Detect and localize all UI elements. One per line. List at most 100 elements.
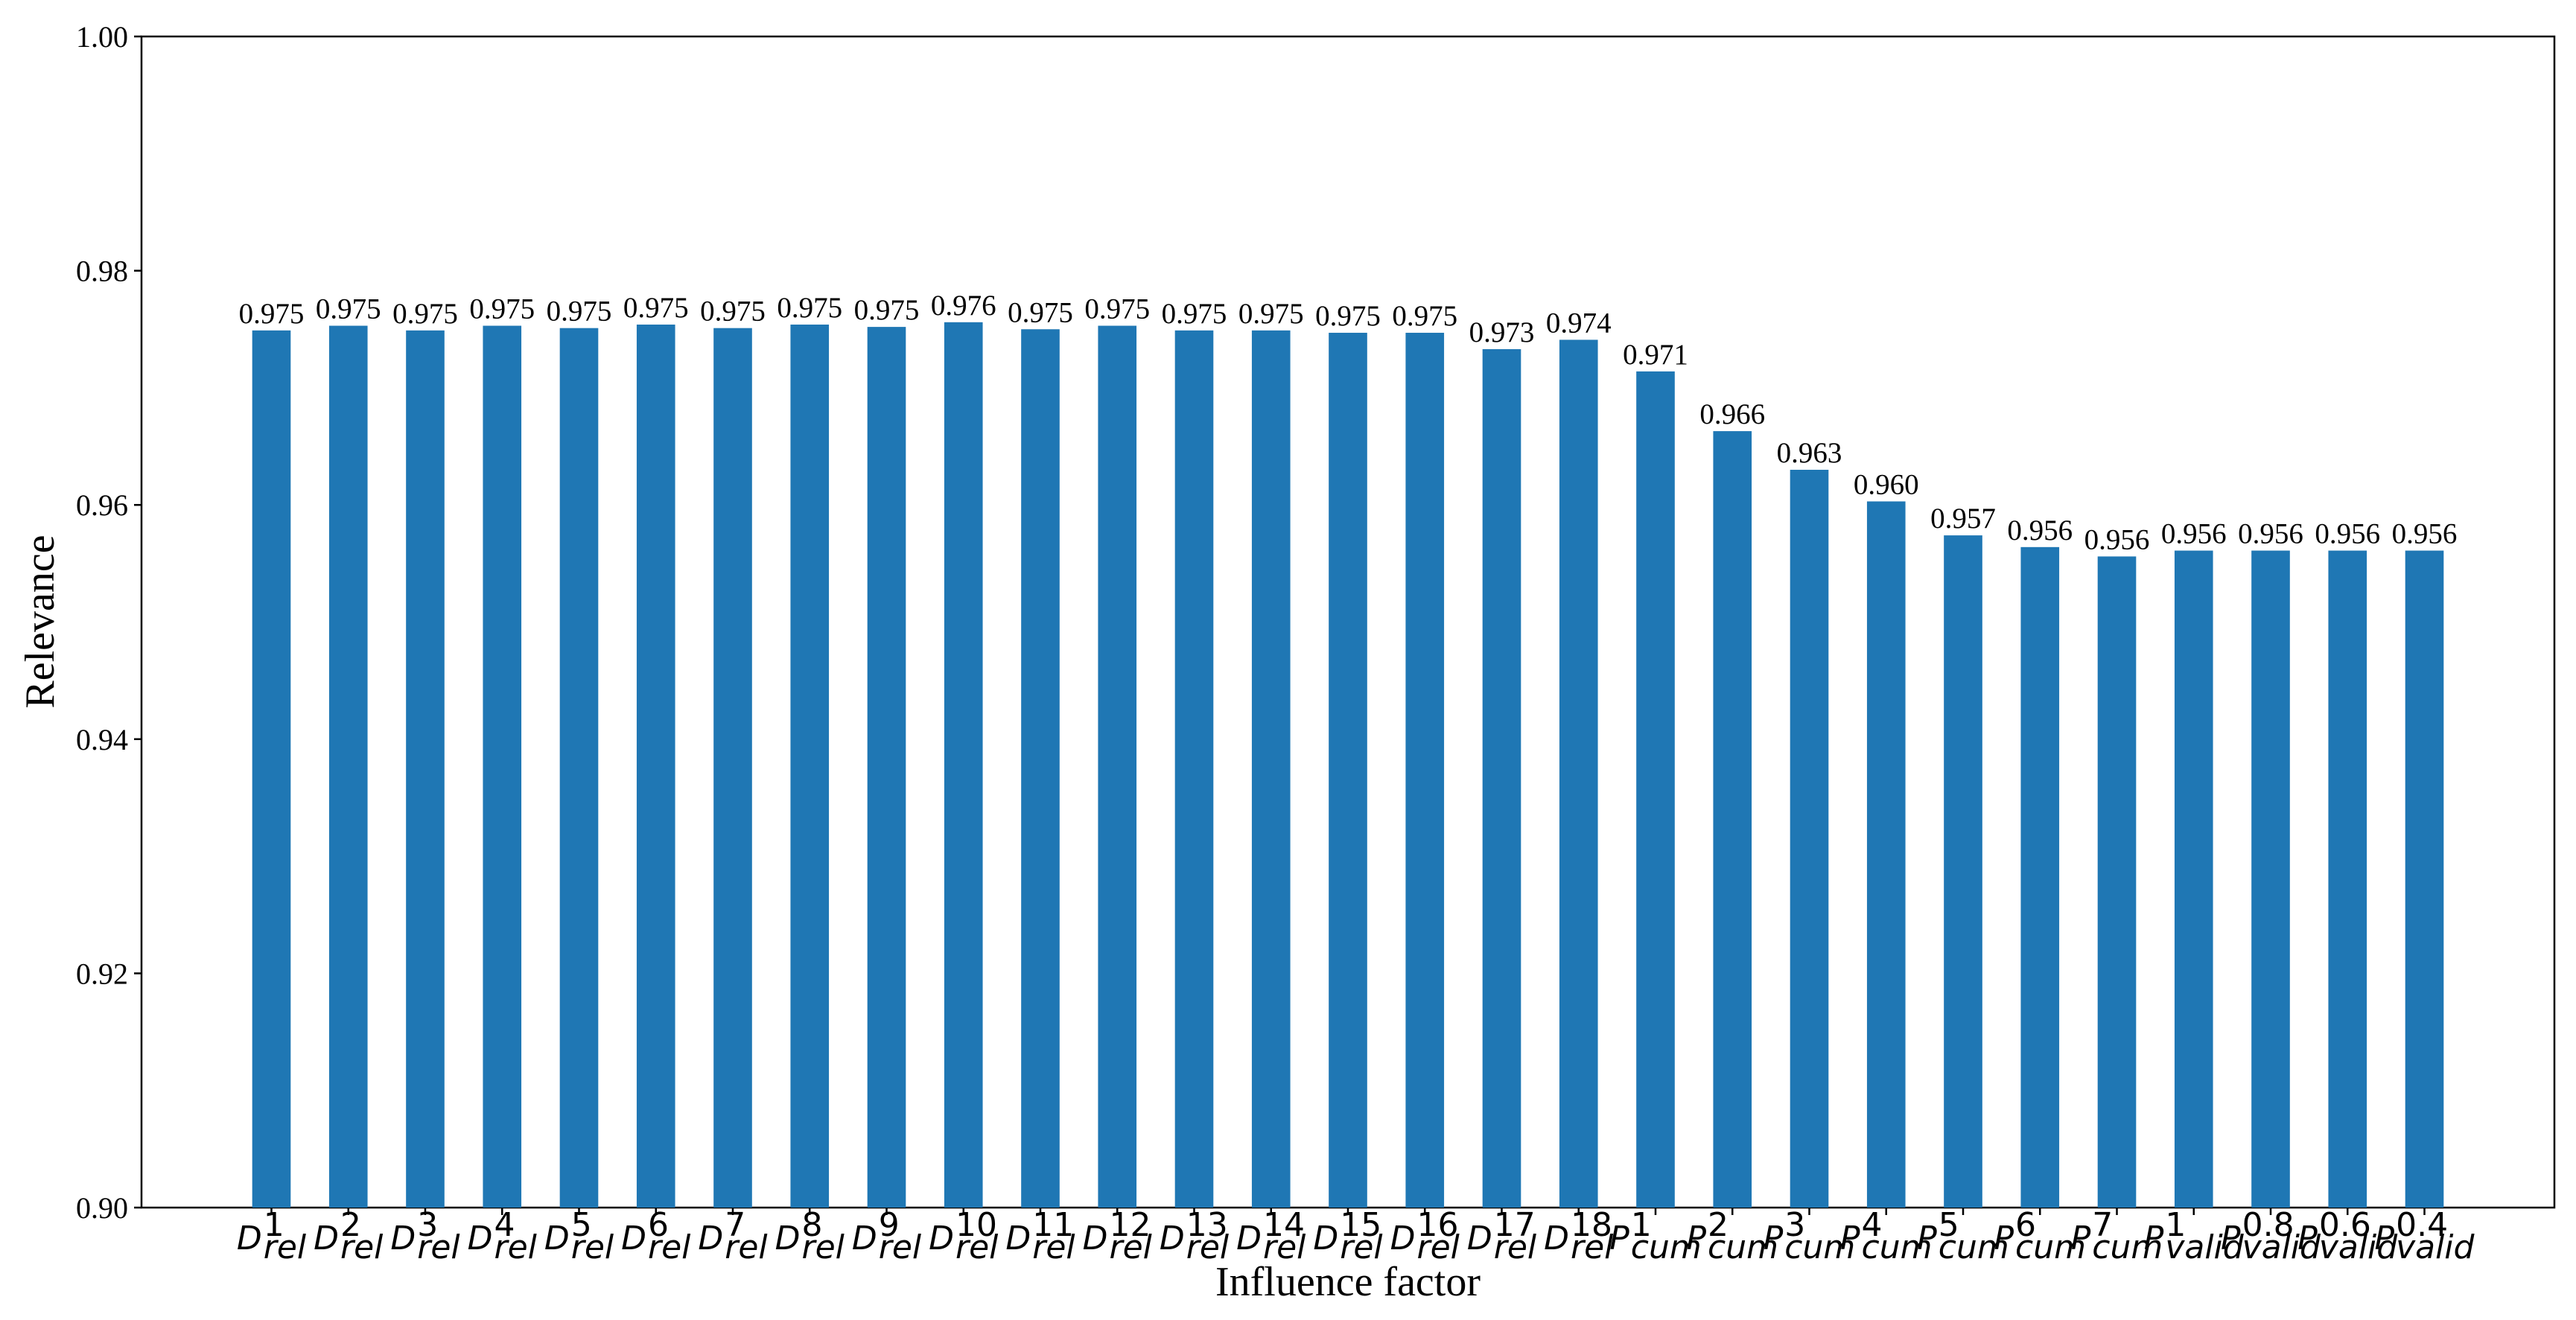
- category-sup: 7: [2092, 1206, 2113, 1244]
- x-tick-label-text: D: [1544, 1219, 1569, 1257]
- bar: [1482, 348, 1521, 1208]
- category-base: D: [544, 1219, 570, 1257]
- category-sub: valid: [2319, 1228, 2398, 1266]
- category-base: D: [237, 1219, 262, 1257]
- category-sup: 1: [264, 1206, 284, 1244]
- category-sup: 6: [2015, 1206, 2036, 1244]
- x-tick-label-text: D: [1083, 1219, 1108, 1257]
- category-sub: rel: [1032, 1228, 1075, 1266]
- x-tick-label-text: D: [775, 1219, 801, 1257]
- x-tick-label-text: P: [1764, 1219, 1784, 1257]
- category-base: P: [1609, 1219, 1629, 1257]
- value-label: 0.956: [2007, 514, 2073, 546]
- category-sup: 0.8: [2242, 1206, 2294, 1244]
- value-label: 0.975: [1084, 293, 1150, 325]
- category-base: P: [2071, 1219, 2091, 1257]
- value-label: 0.975: [1238, 298, 1304, 330]
- x-tick-label-text: P: [1609, 1219, 1629, 1257]
- bar: [1251, 330, 1291, 1208]
- x-tick-label-text: D: [1236, 1219, 1262, 1257]
- category-sub: rel: [1340, 1228, 1383, 1266]
- category-sup: 3: [1784, 1206, 1805, 1244]
- x-tick-label-text: D: [544, 1219, 570, 1257]
- x-tick-label-text: D: [468, 1219, 493, 1257]
- category-sup: 6: [648, 1206, 669, 1244]
- category-sub: cum: [1939, 1228, 2009, 1266]
- category-base: D: [1236, 1219, 1262, 1257]
- bar: [636, 324, 675, 1208]
- x-tick-label-text: P: [1840, 1219, 1860, 1257]
- value-label: 0.976: [931, 290, 996, 322]
- x-tick-label-text: D: [390, 1219, 416, 1257]
- category-sub: rel: [955, 1228, 999, 1266]
- category-sub: rel: [571, 1228, 614, 1266]
- y-tick-label: 0.96: [76, 488, 128, 522]
- value-label: 0.971: [1623, 339, 1688, 371]
- y-tick-label: 0.92: [76, 957, 128, 990]
- category-sub: rel: [1186, 1228, 1230, 1266]
- category-base: D: [314, 1219, 339, 1257]
- value-label: 0.975: [1392, 300, 1457, 332]
- category-sub: valid: [2242, 1228, 2321, 1266]
- bar: [2328, 550, 2367, 1208]
- value-label: 0.956: [2084, 523, 2150, 555]
- category-sub: rel: [494, 1228, 537, 1266]
- category-sub: rel: [801, 1228, 845, 1266]
- x-tick-label-text: D: [698, 1219, 723, 1257]
- x-tick-label-text: D: [929, 1219, 954, 1257]
- x-tick-label-text: P: [2144, 1219, 2164, 1257]
- value-label: 0.973: [1469, 316, 1535, 348]
- category-base: P: [2221, 1219, 2241, 1257]
- category-base: D: [1544, 1219, 1569, 1257]
- x-tick-label-text: D: [1390, 1219, 1416, 1257]
- bar: [867, 327, 906, 1208]
- category-sub: rel: [1494, 1228, 1537, 1266]
- value-label: 0.974: [1546, 307, 1612, 339]
- category-sup: 0.6: [2319, 1206, 2371, 1244]
- category-sup: 0.4: [2396, 1206, 2448, 1244]
- value-label: 0.975: [1008, 296, 1073, 328]
- category-sub: rel: [725, 1228, 768, 1266]
- value-label: 0.975: [392, 298, 458, 330]
- bar: [1636, 371, 1675, 1208]
- bar: [1790, 470, 1829, 1208]
- category-sup: 16: [1417, 1206, 1459, 1244]
- value-label: 0.975: [854, 294, 920, 326]
- x-tick-label-text: P: [2375, 1219, 2395, 1257]
- category-base: D: [929, 1219, 954, 1257]
- category-sub: rel: [417, 1228, 460, 1266]
- value-label: 0.956: [2315, 518, 2380, 550]
- value-label: 0.975: [547, 296, 612, 328]
- bar: [1174, 330, 1214, 1208]
- x-tick-label-text: D: [621, 1219, 646, 1257]
- category-base: P: [1764, 1219, 1784, 1257]
- category-sub: rel: [1571, 1228, 1614, 1266]
- category-sub: valid: [2396, 1228, 2475, 1266]
- category-base: P: [1687, 1219, 1707, 1257]
- value-label: 0.975: [700, 296, 766, 328]
- bar: [1559, 339, 1598, 1208]
- bar: [406, 330, 445, 1208]
- x-tick-label-text: D: [1313, 1219, 1338, 1257]
- bar: [2097, 556, 2137, 1208]
- category-sup: 2: [1708, 1206, 1729, 1244]
- value-label: 0.957: [1930, 503, 1996, 535]
- x-axis-label: Influence factor: [1215, 1259, 1481, 1305]
- category-sub: cum: [2015, 1228, 2086, 1266]
- category-sup: 18: [1571, 1206, 1612, 1244]
- category-base: D: [390, 1219, 416, 1257]
- category-sup: 9: [879, 1206, 900, 1244]
- value-label: 0.975: [469, 293, 535, 325]
- category-sub: rel: [340, 1228, 384, 1266]
- category-base: P: [2144, 1219, 2164, 1257]
- x-tick-label-text: P: [2297, 1219, 2318, 1257]
